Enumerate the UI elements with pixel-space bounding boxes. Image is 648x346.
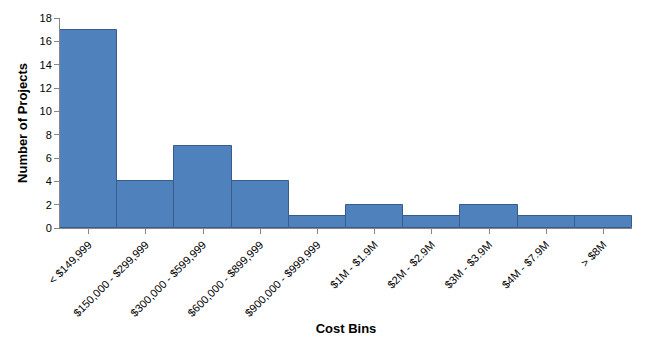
svg-text:8: 8 (46, 129, 52, 141)
svg-text:$900,000 - $999,999: $900,000 - $999,999 (242, 239, 322, 319)
svg-text:$600,000 - $899,999: $600,000 - $899,999 (185, 239, 265, 319)
svg-text:14: 14 (40, 59, 52, 71)
svg-text:< $149,999: < $149,999 (46, 239, 94, 287)
svg-text:10: 10 (40, 105, 52, 117)
svg-text:$4M - $7.9M: $4M - $7.9M (499, 239, 551, 291)
svg-text:6: 6 (46, 152, 52, 164)
svg-text:Cost Bins: Cost Bins (316, 321, 377, 336)
svg-text:2: 2 (46, 199, 52, 211)
svg-text:$150,000 - $299,999: $150,000 - $299,999 (71, 239, 151, 319)
svg-text:$300,000 - $599,999: $300,000 - $599,999 (128, 239, 208, 319)
svg-text:16: 16 (40, 35, 52, 47)
svg-text:$2M - $2.9M: $2M - $2.9M (385, 239, 437, 291)
svg-text:12: 12 (40, 82, 52, 94)
svg-text:$1M - $1.9M: $1M - $1.9M (328, 239, 380, 291)
svg-text:4: 4 (46, 175, 52, 187)
svg-text:$3M - $3.9M: $3M - $3.9M (442, 239, 494, 291)
svg-text:18: 18 (40, 12, 52, 24)
svg-text:0: 0 (46, 222, 52, 234)
svg-text:> $8M: > $8M (578, 239, 608, 269)
svg-text:Number of Projects: Number of Projects (15, 63, 30, 183)
